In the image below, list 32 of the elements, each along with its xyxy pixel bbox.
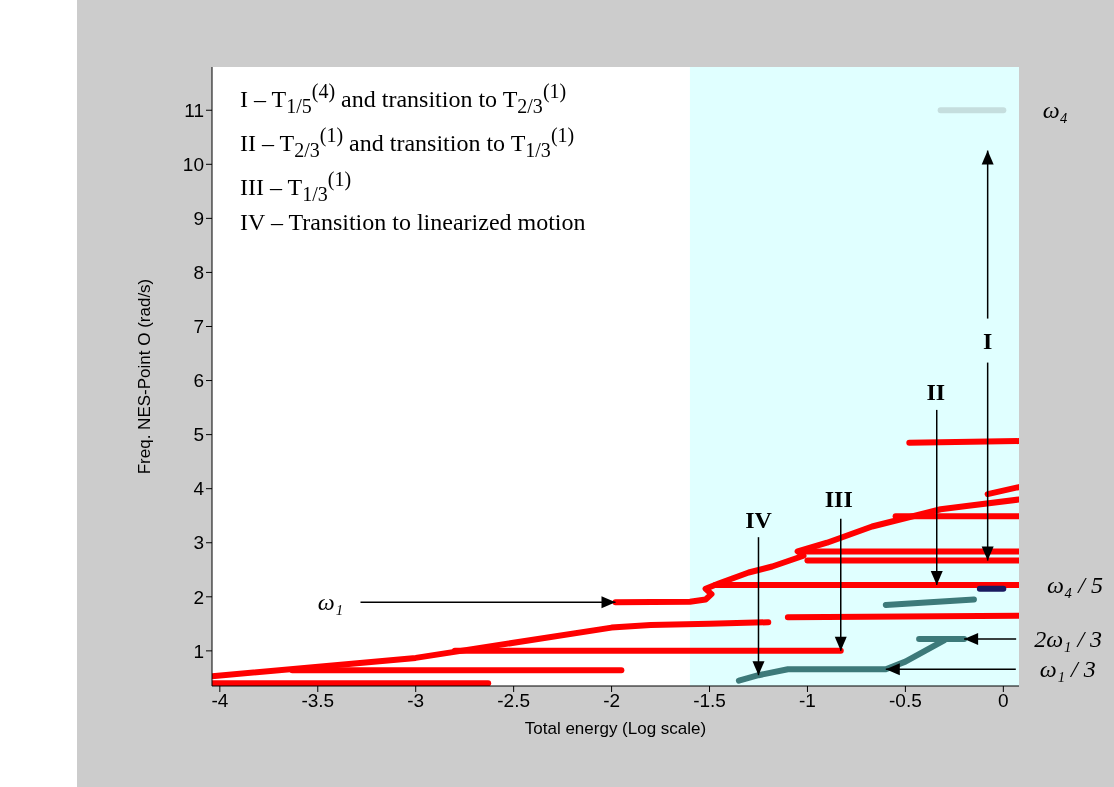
x-tick-label: -0.5 (889, 690, 922, 712)
annotation: 2ω₁ / 3 (1034, 625, 1103, 652)
annotation: II (926, 378, 946, 405)
annotation: ω₄ / 5 (1047, 571, 1103, 598)
y-tick-label: 11 (184, 99, 204, 121)
x-tick-label: -2 (603, 690, 621, 712)
annotation: III (824, 485, 853, 512)
y-tick-label: 5 (193, 424, 204, 446)
y-tick-label: 1 (193, 640, 204, 662)
annotation: IV (745, 507, 773, 534)
y-tick-label: 4 (193, 478, 205, 500)
x-tick-label: -4 (211, 690, 229, 712)
y-tick-label: 7 (193, 316, 204, 338)
y-tick-label: 9 (193, 208, 204, 230)
x-axis-title: Total energy (Log scale) (524, 719, 707, 739)
annotation: IV – Transition to linearized motion (240, 208, 586, 238)
y-tick-label: 3 (193, 532, 204, 554)
y-tick-label: 6 (193, 370, 204, 392)
x-tick-label: -1 (799, 690, 816, 712)
x-tick-label: -3 (407, 690, 425, 712)
x-tick-label: -2.5 (497, 690, 531, 712)
x-tick-label: -1.5 (693, 690, 726, 712)
annotation: ω₁ / 3 (1039, 656, 1096, 683)
y-axis-title: Freq. NES-Point O (rad/s) (135, 278, 155, 475)
annotation: ω₄ (1042, 97, 1068, 124)
y-tick-label: 10 (182, 154, 204, 176)
y-tick-label: 2 (193, 586, 204, 608)
annotation: ω₁ (317, 589, 344, 616)
y-tick-label: 8 (193, 262, 204, 284)
x-tick-label: 0 (998, 690, 1009, 712)
x-tick-label: -3.5 (301, 690, 335, 712)
annotation: I (982, 327, 993, 354)
